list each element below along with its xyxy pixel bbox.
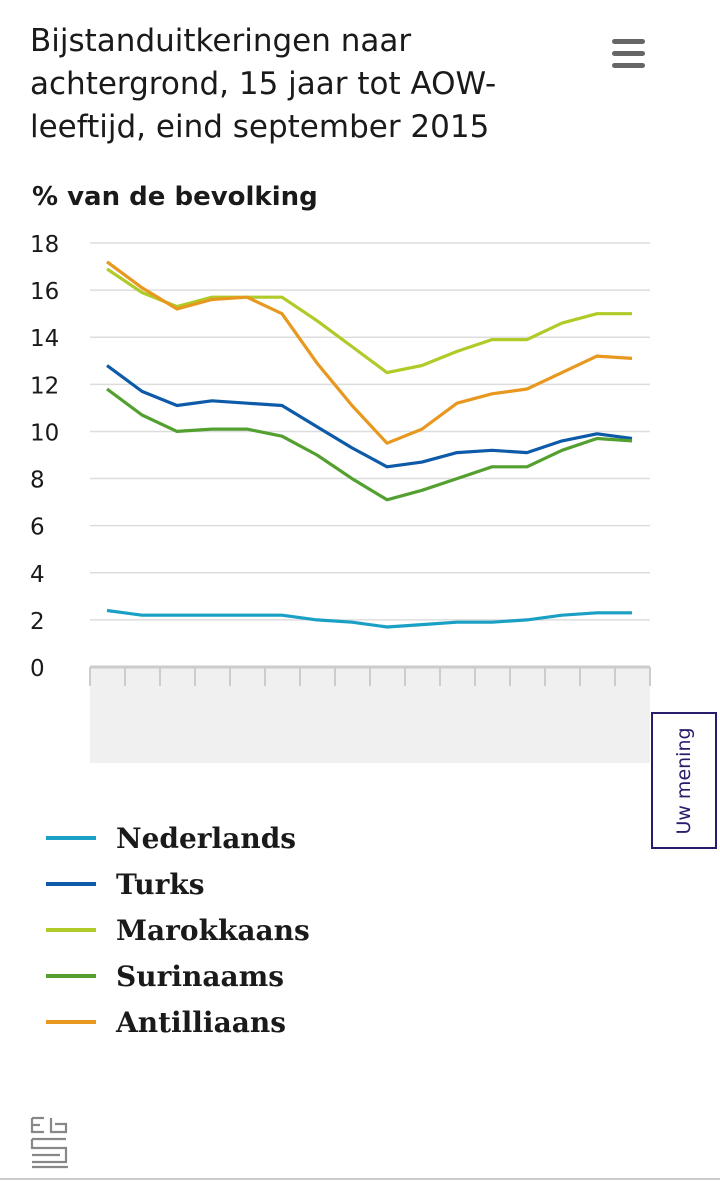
feedback-tab-label: Uw mening	[673, 726, 695, 835]
menu-bar	[612, 63, 645, 68]
y-tick-label: 6	[30, 515, 45, 541]
y-tick-label: 12	[30, 373, 59, 399]
hamburger-menu-icon[interactable]	[606, 36, 650, 72]
feedback-tab[interactable]: Uw mening	[651, 712, 717, 849]
legend-swatch	[46, 1020, 96, 1024]
series-line-turks	[106, 364, 633, 469]
legend-item-nederlands[interactable]: Nederlands	[46, 815, 310, 861]
menu-bar	[612, 39, 645, 44]
legend-item-antilliaans[interactable]: Antilliaans	[46, 999, 310, 1045]
series-lines	[106, 260, 633, 629]
bottom-divider	[0, 1178, 720, 1180]
y-axis-label: % van de bevolking	[32, 182, 318, 212]
chart-title: Bijstanduitkeringen naar achtergrond, 15…	[30, 23, 497, 145]
legend-item-surinaams[interactable]: Surinaams	[46, 953, 310, 999]
y-tick-label: 18	[30, 232, 59, 258]
legend-swatch	[46, 974, 96, 978]
y-tick-label: 2	[30, 609, 45, 635]
y-tick-label: 14	[30, 326, 59, 352]
y-tick-label: 4	[30, 562, 45, 588]
legend-swatch	[46, 882, 96, 886]
legend: Nederlands Turks Marokkaans Surinaams Antill…	[46, 815, 310, 1045]
y-tick-label: 0	[30, 656, 45, 682]
legend-label: Surinaams	[116, 959, 284, 993]
y-tick-labels: 0 2 4 6 8 10 12 14 16 18	[30, 232, 59, 682]
y-tick-label: 8	[30, 468, 45, 494]
line-chart: 0 2 4 6 8 10 12 14 16 18	[30, 232, 651, 763]
x-ticks	[89, 667, 651, 686]
y-tick-label: 10	[30, 420, 59, 446]
legend-label: Nederlands	[116, 821, 297, 855]
legend-label: Marokkaans	[116, 913, 310, 947]
legend-label: Turks	[116, 867, 205, 901]
menu-bar	[612, 51, 645, 56]
series-line-antilliaans	[106, 260, 633, 445]
legend-swatch	[46, 928, 96, 932]
legend-item-turks[interactable]: Turks	[46, 861, 310, 907]
series-line-marokkaans	[106, 267, 632, 375]
legend-label: Antilliaans	[116, 1005, 286, 1039]
legend-item-marokkaans[interactable]: Marokkaans	[46, 907, 310, 953]
series-line-surinaams	[106, 387, 633, 502]
legend-swatch	[46, 836, 96, 840]
series-line-nederlands	[106, 608, 632, 629]
cbs-logo-icon	[30, 1116, 68, 1169]
y-tick-label: 16	[30, 279, 59, 305]
